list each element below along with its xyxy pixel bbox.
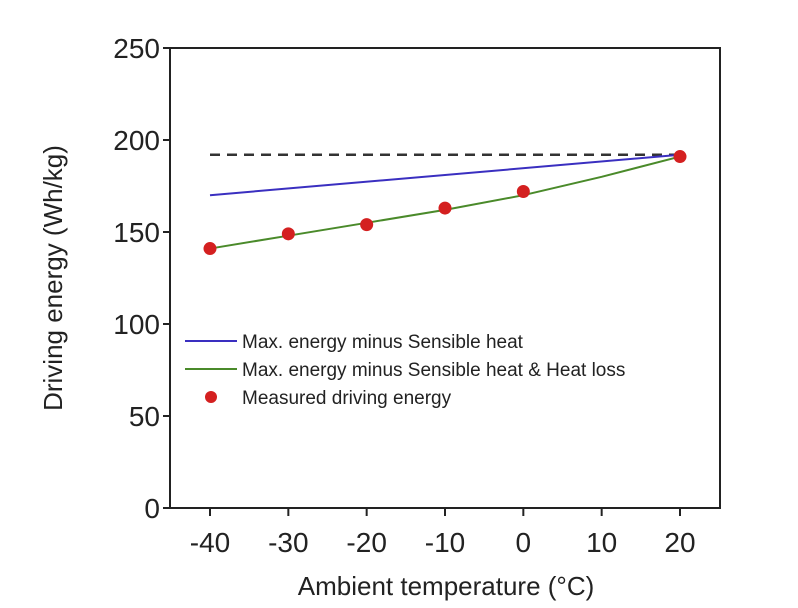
series-layer (203, 150, 687, 256)
x-tick-label: -30 (268, 527, 308, 558)
y-axis: 0 50 100 150 200 250 (113, 33, 170, 524)
legend-label-0: Max. energy minus Sensible heat (242, 332, 524, 353)
x-axis: -40 -30 -20 -10 0 10 20 (190, 508, 696, 558)
y-tick-label: 100 (113, 309, 160, 340)
series-2-point (281, 227, 295, 241)
x-tick-label: -20 (346, 527, 386, 558)
series-2-point (438, 201, 452, 215)
x-tick-label: 10 (586, 527, 617, 558)
series-2-point (516, 185, 530, 199)
x-tick-label: 20 (664, 527, 695, 558)
series-2-point (203, 242, 217, 256)
series-2-point (673, 150, 687, 164)
x-axis-label: Ambient temperature (°C) (298, 571, 595, 601)
y-tick-label: 0 (144, 493, 160, 524)
y-axis-label: Driving energy (Wh/kg) (38, 145, 68, 411)
y-tick-label: 250 (113, 33, 160, 64)
legend-label-1: Max. energy minus Sensible heat & Heat l… (242, 360, 625, 381)
x-tick-label: 0 (516, 527, 532, 558)
x-tick-label: -10 (425, 527, 465, 558)
legend: Max. energy minus Sensible heat Max. ener… (185, 332, 625, 409)
legend-swatch-2 (205, 391, 217, 403)
y-tick-label: 200 (113, 125, 160, 156)
x-tick-label: -40 (190, 527, 230, 558)
series-0-line (209, 153, 681, 197)
y-tick-label: 50 (129, 401, 160, 432)
y-tick-label: 150 (113, 217, 160, 248)
series-2-point (360, 218, 374, 232)
legend-label-2: Measured driving energy (242, 388, 452, 409)
plot-frame (169, 47, 721, 509)
plot-border (169, 47, 721, 509)
